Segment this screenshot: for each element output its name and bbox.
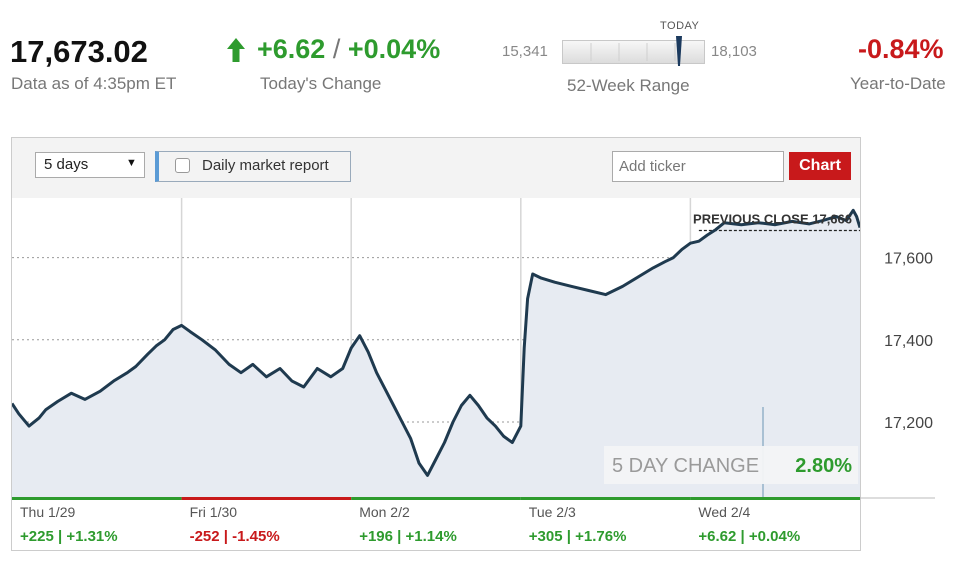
range-label: 52-Week Range bbox=[567, 76, 690, 95]
day-change: -252 | -1.45% bbox=[189, 528, 280, 545]
change-callout-box bbox=[604, 446, 858, 484]
ytd-value: -0.84% bbox=[858, 34, 944, 64]
day-label: Mon 2/2 bbox=[359, 504, 410, 520]
day-direction-bar bbox=[520, 497, 691, 500]
y-tick-label: 17,200 bbox=[884, 415, 933, 432]
dropdown-arrow-icon[interactable]: ▼ bbox=[126, 157, 137, 169]
change-callout-label: 5 DAY CHANGE bbox=[612, 455, 759, 477]
daily-report-checkbox[interactable] bbox=[175, 158, 190, 173]
data-as-of: Data as of 4:35pm ET bbox=[11, 74, 177, 93]
day-direction-bar bbox=[12, 497, 182, 500]
day-label: Tue 2/3 bbox=[528, 504, 576, 520]
todays-change-values: +6.62 / +0.04% bbox=[257, 34, 440, 65]
range-low: 15,341 bbox=[502, 43, 548, 60]
add-ticker-input[interactable] bbox=[612, 151, 784, 182]
day-change: +225 | +1.31% bbox=[20, 528, 118, 545]
chart-button[interactable]: Chart bbox=[789, 152, 851, 180]
change-callout-value: 2.80% bbox=[795, 455, 852, 477]
range-high: 18,103 bbox=[711, 43, 757, 60]
ytd-label: Year-to-Date bbox=[850, 74, 946, 93]
y-tick-label: 17,600 bbox=[884, 251, 933, 268]
day-change: +196 | +1.14% bbox=[359, 528, 457, 545]
day-direction-bar bbox=[181, 497, 352, 500]
todays-change-label: Today's Change bbox=[260, 74, 382, 93]
range-today-label: TODAY bbox=[660, 20, 700, 32]
day-direction-bar bbox=[690, 497, 860, 500]
change-percent: +0.04% bbox=[347, 34, 441, 64]
series-line bbox=[12, 208, 860, 477]
day-label: Wed 2/4 bbox=[698, 504, 751, 520]
change-separator: / bbox=[332, 34, 341, 64]
day-change: +6.62 | +0.04% bbox=[698, 528, 801, 545]
y-axis-ticks: 17,200 17,400 17,600 bbox=[884, 251, 933, 432]
series-area bbox=[12, 210, 860, 498]
up-arrow-icon bbox=[227, 38, 245, 62]
day-direction-bar bbox=[351, 497, 521, 500]
daily-report-label[interactable]: Daily market report bbox=[202, 157, 329, 174]
range-today-marker-icon bbox=[676, 36, 682, 66]
period-select[interactable]: 5 days bbox=[35, 152, 145, 178]
index-price: 17,673.02 bbox=[10, 34, 148, 69]
day-change: +305 | +1.76% bbox=[528, 528, 627, 545]
day-label: Thu 1/29 bbox=[20, 504, 76, 520]
y-tick-label: 17,400 bbox=[884, 333, 933, 350]
previous-close-label: PREVIOUS CLOSE 17,666 bbox=[693, 211, 852, 226]
day-label: Fri 1/30 bbox=[189, 504, 238, 520]
day-bars bbox=[12, 497, 860, 500]
change-points: +6.62 bbox=[257, 34, 326, 64]
